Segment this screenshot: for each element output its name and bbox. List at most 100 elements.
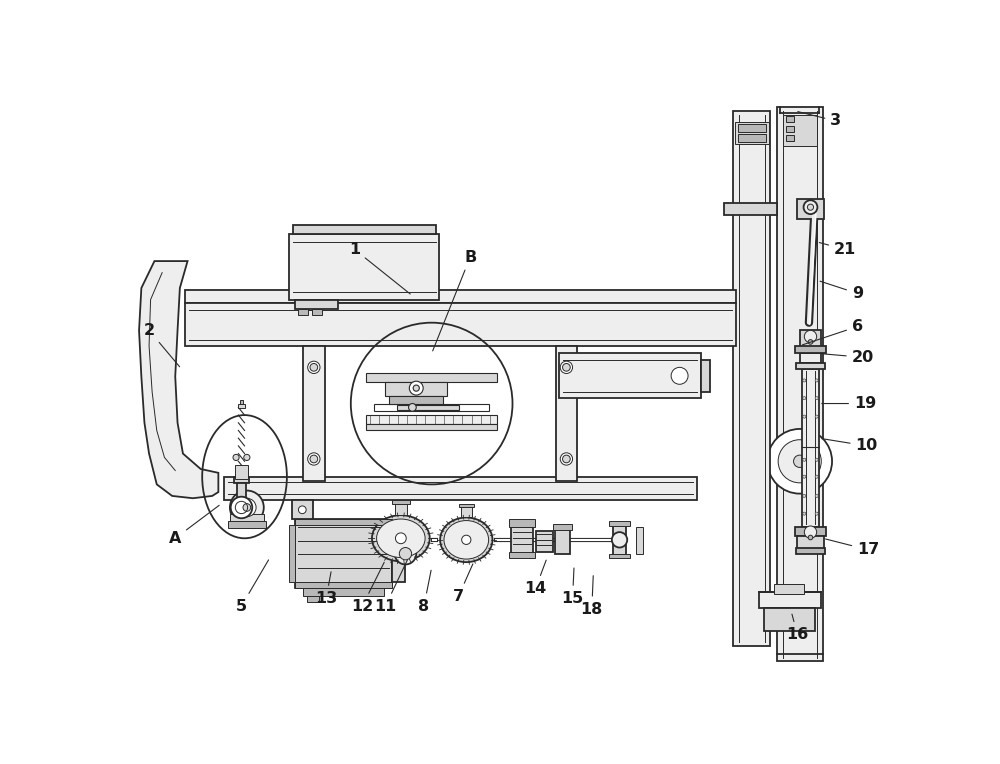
Text: 7: 7 [453,564,473,604]
Ellipse shape [440,517,492,562]
Text: 13: 13 [315,571,337,606]
Bar [511,526,533,554]
Circle shape [671,367,688,384]
Bar [764,607,815,630]
Circle shape [308,361,320,374]
Bar [312,309,322,315]
Bar [553,524,572,529]
Circle shape [804,526,817,539]
Bar [235,500,257,519]
Bar [295,299,338,309]
Bar [185,290,736,303]
Circle shape [815,379,818,382]
Bar [609,554,630,558]
Circle shape [803,379,806,382]
Circle shape [767,429,832,494]
Bar [796,549,825,555]
Text: 8: 8 [418,570,431,613]
Circle shape [399,548,412,560]
Text: 20: 20 [822,350,874,365]
Text: 9: 9 [820,281,863,301]
Circle shape [778,440,821,483]
Circle shape [310,364,318,371]
Circle shape [804,330,817,343]
Ellipse shape [372,515,430,562]
Bar [786,125,794,131]
Bar [295,582,392,588]
Circle shape [395,543,416,565]
Circle shape [803,494,806,497]
Circle shape [233,455,239,461]
Text: 10: 10 [822,439,878,453]
Bar [701,360,710,392]
Bar [777,107,823,662]
Bar [559,354,701,398]
Circle shape [808,536,813,540]
Bar [797,536,824,550]
Bar [238,403,245,408]
Bar [295,519,392,588]
Bar [303,588,384,596]
Bar [556,346,577,481]
Bar [293,225,436,234]
Bar [786,116,794,122]
Bar [295,519,392,525]
Text: 3: 3 [798,112,841,128]
Bar [230,513,264,523]
Bar [459,503,474,507]
Bar [797,199,824,219]
Circle shape [808,340,813,345]
Bar [303,346,325,481]
Bar [289,525,295,582]
PathPatch shape [139,261,218,498]
Text: 1: 1 [349,242,410,294]
Circle shape [815,415,818,418]
Circle shape [244,455,250,461]
Bar [385,382,447,396]
Circle shape [815,458,818,461]
Circle shape [803,512,806,515]
Circle shape [815,512,818,515]
Bar [395,503,407,515]
Circle shape [230,490,264,524]
Bar [759,592,820,607]
Circle shape [395,533,406,544]
Text: B: B [433,250,476,351]
Text: 2: 2 [143,323,180,367]
Circle shape [563,364,570,371]
Text: A: A [169,505,219,545]
Circle shape [243,503,251,511]
Ellipse shape [444,520,489,559]
Bar [735,122,769,144]
Circle shape [803,415,806,418]
Circle shape [815,494,818,497]
Bar [185,303,736,346]
Text: 21: 21 [819,242,856,257]
Circle shape [815,397,818,400]
Circle shape [803,475,806,478]
Text: 19: 19 [822,396,876,411]
Bar [392,500,410,503]
Bar [555,529,570,554]
Circle shape [560,361,573,374]
Bar [389,396,443,403]
Circle shape [231,497,252,518]
Text: 17: 17 [826,539,879,557]
Bar [234,477,249,483]
Bar [800,330,821,348]
Bar [613,524,626,555]
Bar [235,465,248,479]
Ellipse shape [377,519,425,558]
Text: 12: 12 [351,562,384,613]
Bar [374,403,489,411]
Bar [397,405,459,410]
Bar [298,309,308,315]
Bar [224,477,697,500]
Text: 6: 6 [802,319,863,345]
Bar [307,596,319,602]
Bar [228,521,266,527]
Circle shape [238,498,256,516]
Circle shape [310,455,318,463]
Text: 18: 18 [581,576,603,617]
Text: 11: 11 [374,560,407,613]
